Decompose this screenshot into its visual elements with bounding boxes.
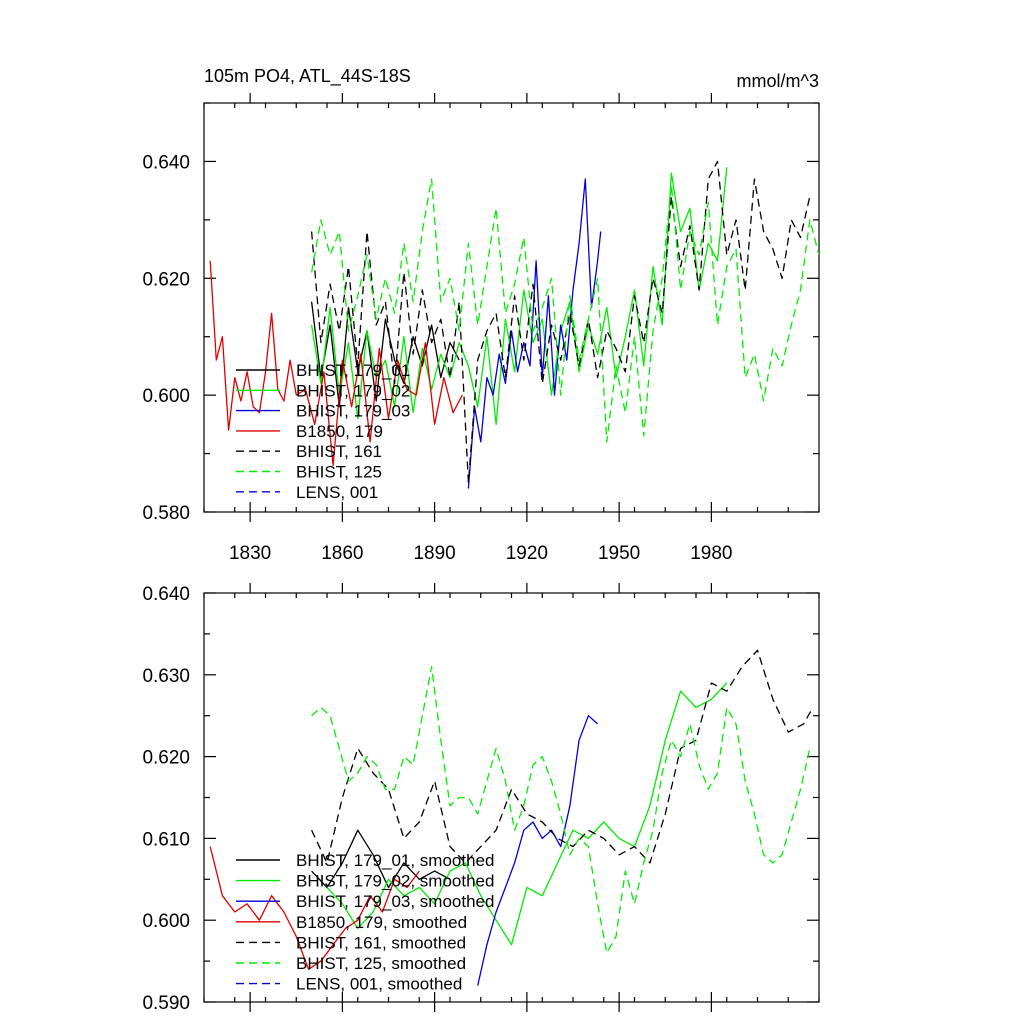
top-ytick-label: 0.580	[142, 503, 190, 524]
top-legend-label: B1850, 179	[296, 422, 383, 441]
top-legend-label: BHIST, 179_03	[296, 402, 410, 421]
top-series-line-3	[467, 178, 602, 489]
top-xtick-label: 1830	[229, 543, 271, 564]
top-axis-ticks: 1830 1860 1890 1920 1950 1980 0.580 0.600 0.620 0…	[142, 93, 820, 564]
bottom-legend-label: LENS, 001, smoothed	[296, 975, 462, 994]
top-ytick-label: 0.600	[142, 386, 190, 407]
bottom-series-line-1	[311, 829, 451, 889]
bottom-ytick-label: 0.630	[142, 666, 190, 687]
bottom-series-line-5	[311, 649, 814, 864]
bottom-legend-label: BHIST, 125, smoothed	[296, 954, 466, 973]
bottom-series-line-3	[477, 715, 599, 986]
top-legend-label: LENS, 001	[296, 483, 378, 502]
top-legend-label: BHIST, 125	[296, 463, 382, 482]
bottom-legend-label: BHIST, 179_03, smoothed	[296, 892, 494, 911]
bottom-ytick-label: 0.590	[142, 993, 190, 1014]
bottom-chart-panel: 0.590 0.600 0.610 0.620 0.630 0.640 BHIST, 17…	[142, 583, 820, 1014]
bottom-ytick-label: 0.600	[142, 911, 190, 932]
bottom-axis-ticks: 0.590 0.600 0.610 0.620 0.630 0.640	[142, 583, 820, 1014]
bottom-legend-label: BHIST, 161, smoothed	[296, 933, 466, 952]
top-series-line-5	[310, 160, 811, 484]
bottom-ytick-label: 0.620	[142, 748, 190, 769]
bottom-series-line-6	[311, 665, 811, 954]
bottom-legend-label: BHIST, 179_01, smoothed	[296, 851, 494, 870]
top-legend-label: BHIST, 161	[296, 442, 382, 461]
units-label: mmol/m^3	[737, 71, 819, 91]
bottom-legend: BHIST, 179_01, smoothed BHIST, 179_02, sm…	[236, 851, 494, 994]
top-series-line-6	[310, 178, 819, 443]
bottom-series-line-4	[209, 846, 420, 970]
bottom-legend-label: BHIST, 179_02, smoothed	[296, 872, 494, 891]
bottom-series-line-2	[326, 682, 728, 946]
top-series-line-4	[209, 260, 463, 466]
top-legend-label: BHIST, 179_02	[296, 381, 410, 400]
bottom-ytick-label: 0.640	[142, 584, 190, 605]
top-xtick-label: 1950	[598, 543, 640, 564]
top-xtick-label: 1890	[413, 543, 455, 564]
top-legend-label: BHIST, 179_01	[296, 361, 410, 380]
top-ytick-label: 0.640	[142, 152, 190, 173]
top-xtick-label: 1980	[690, 543, 732, 564]
top-ytick-label: 0.620	[142, 269, 190, 290]
top-series-line-1	[310, 301, 460, 408]
top-chart-panel: 105m PO4, ATL_44S-18S mmol/m^3 1830 1860 1…	[142, 66, 820, 564]
top-xtick-label: 1920	[506, 543, 548, 564]
top-xtick-label: 1860	[321, 543, 363, 564]
bottom-series-group	[209, 649, 814, 986]
bottom-ytick-label: 0.610	[142, 829, 190, 850]
top-series-group	[209, 160, 819, 489]
chart-title: 105m PO4, ATL_44S-18S	[204, 66, 411, 87]
bottom-legend-label: B1850, 179, smoothed	[296, 913, 467, 932]
